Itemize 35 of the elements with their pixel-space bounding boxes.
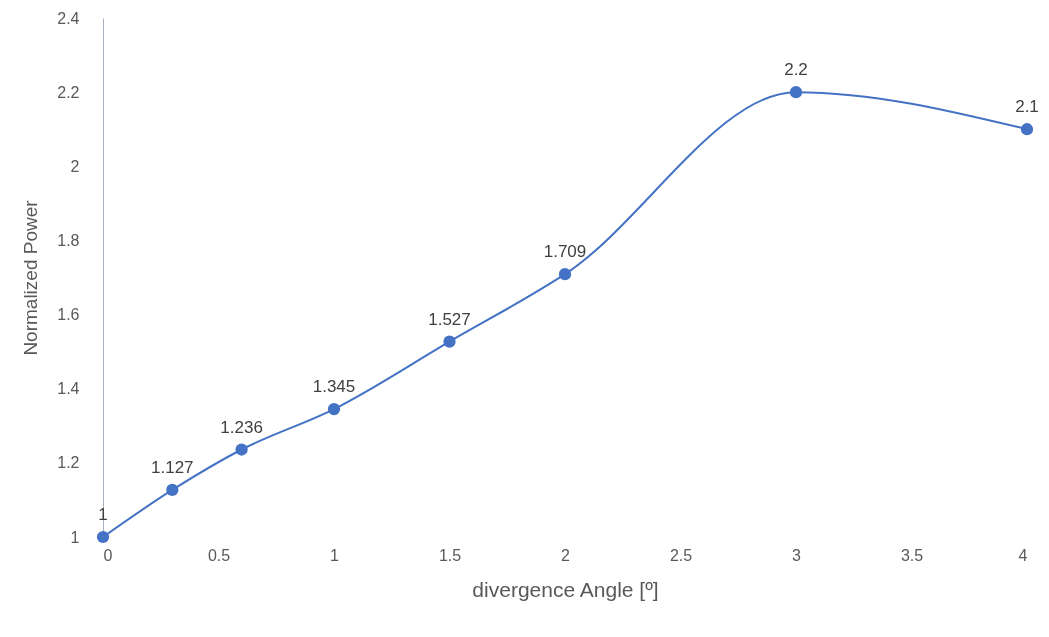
y-tick-label: 2.4 — [57, 9, 80, 27]
x-tick-label: 4 — [1018, 546, 1028, 564]
y-tick-label: 2 — [70, 157, 80, 175]
x-tick-label: 3 — [792, 546, 802, 564]
point — [1020, 123, 1034, 136]
point — [789, 86, 803, 99]
x-axis-title: divergence Angle [º] — [472, 577, 659, 601]
y-axis-title: Normalized Power — [20, 199, 42, 356]
x-tick-label: 2.5 — [669, 546, 693, 564]
x-tick-label: 0.5 — [207, 546, 231, 564]
data-label: 1.709 — [543, 242, 587, 262]
y-tick-label: 1 — [70, 528, 80, 546]
x-tick-label: 1 — [330, 546, 340, 564]
data-label: 1.127 — [151, 457, 194, 477]
y-tick-label: 2.2 — [57, 83, 80, 101]
data-label: 1.527 — [428, 309, 471, 329]
y-tick-label: 1.8 — [57, 231, 80, 249]
x-tick-label: 0 — [103, 546, 113, 564]
data-label: 2.1 — [1015, 97, 1039, 117]
x-tick-label: 3.5 — [900, 546, 924, 564]
x-tick-label: 2 — [561, 546, 571, 564]
y-tick-label: 1.4 — [57, 380, 80, 398]
data-label: 1.345 — [312, 377, 356, 397]
point — [327, 402, 341, 416]
point — [443, 335, 456, 348]
y-tick-label: 1.6 — [57, 306, 80, 324]
data-label: 1 — [98, 505, 108, 524]
point — [96, 530, 110, 544]
point — [558, 268, 572, 281]
point — [235, 443, 248, 456]
data-label: 1.236 — [220, 417, 263, 437]
y-tick-label: 1.2 — [57, 454, 80, 472]
x-tick-label: 1.5 — [438, 546, 462, 564]
data-label: 2.2 — [784, 60, 808, 80]
point — [166, 483, 179, 497]
